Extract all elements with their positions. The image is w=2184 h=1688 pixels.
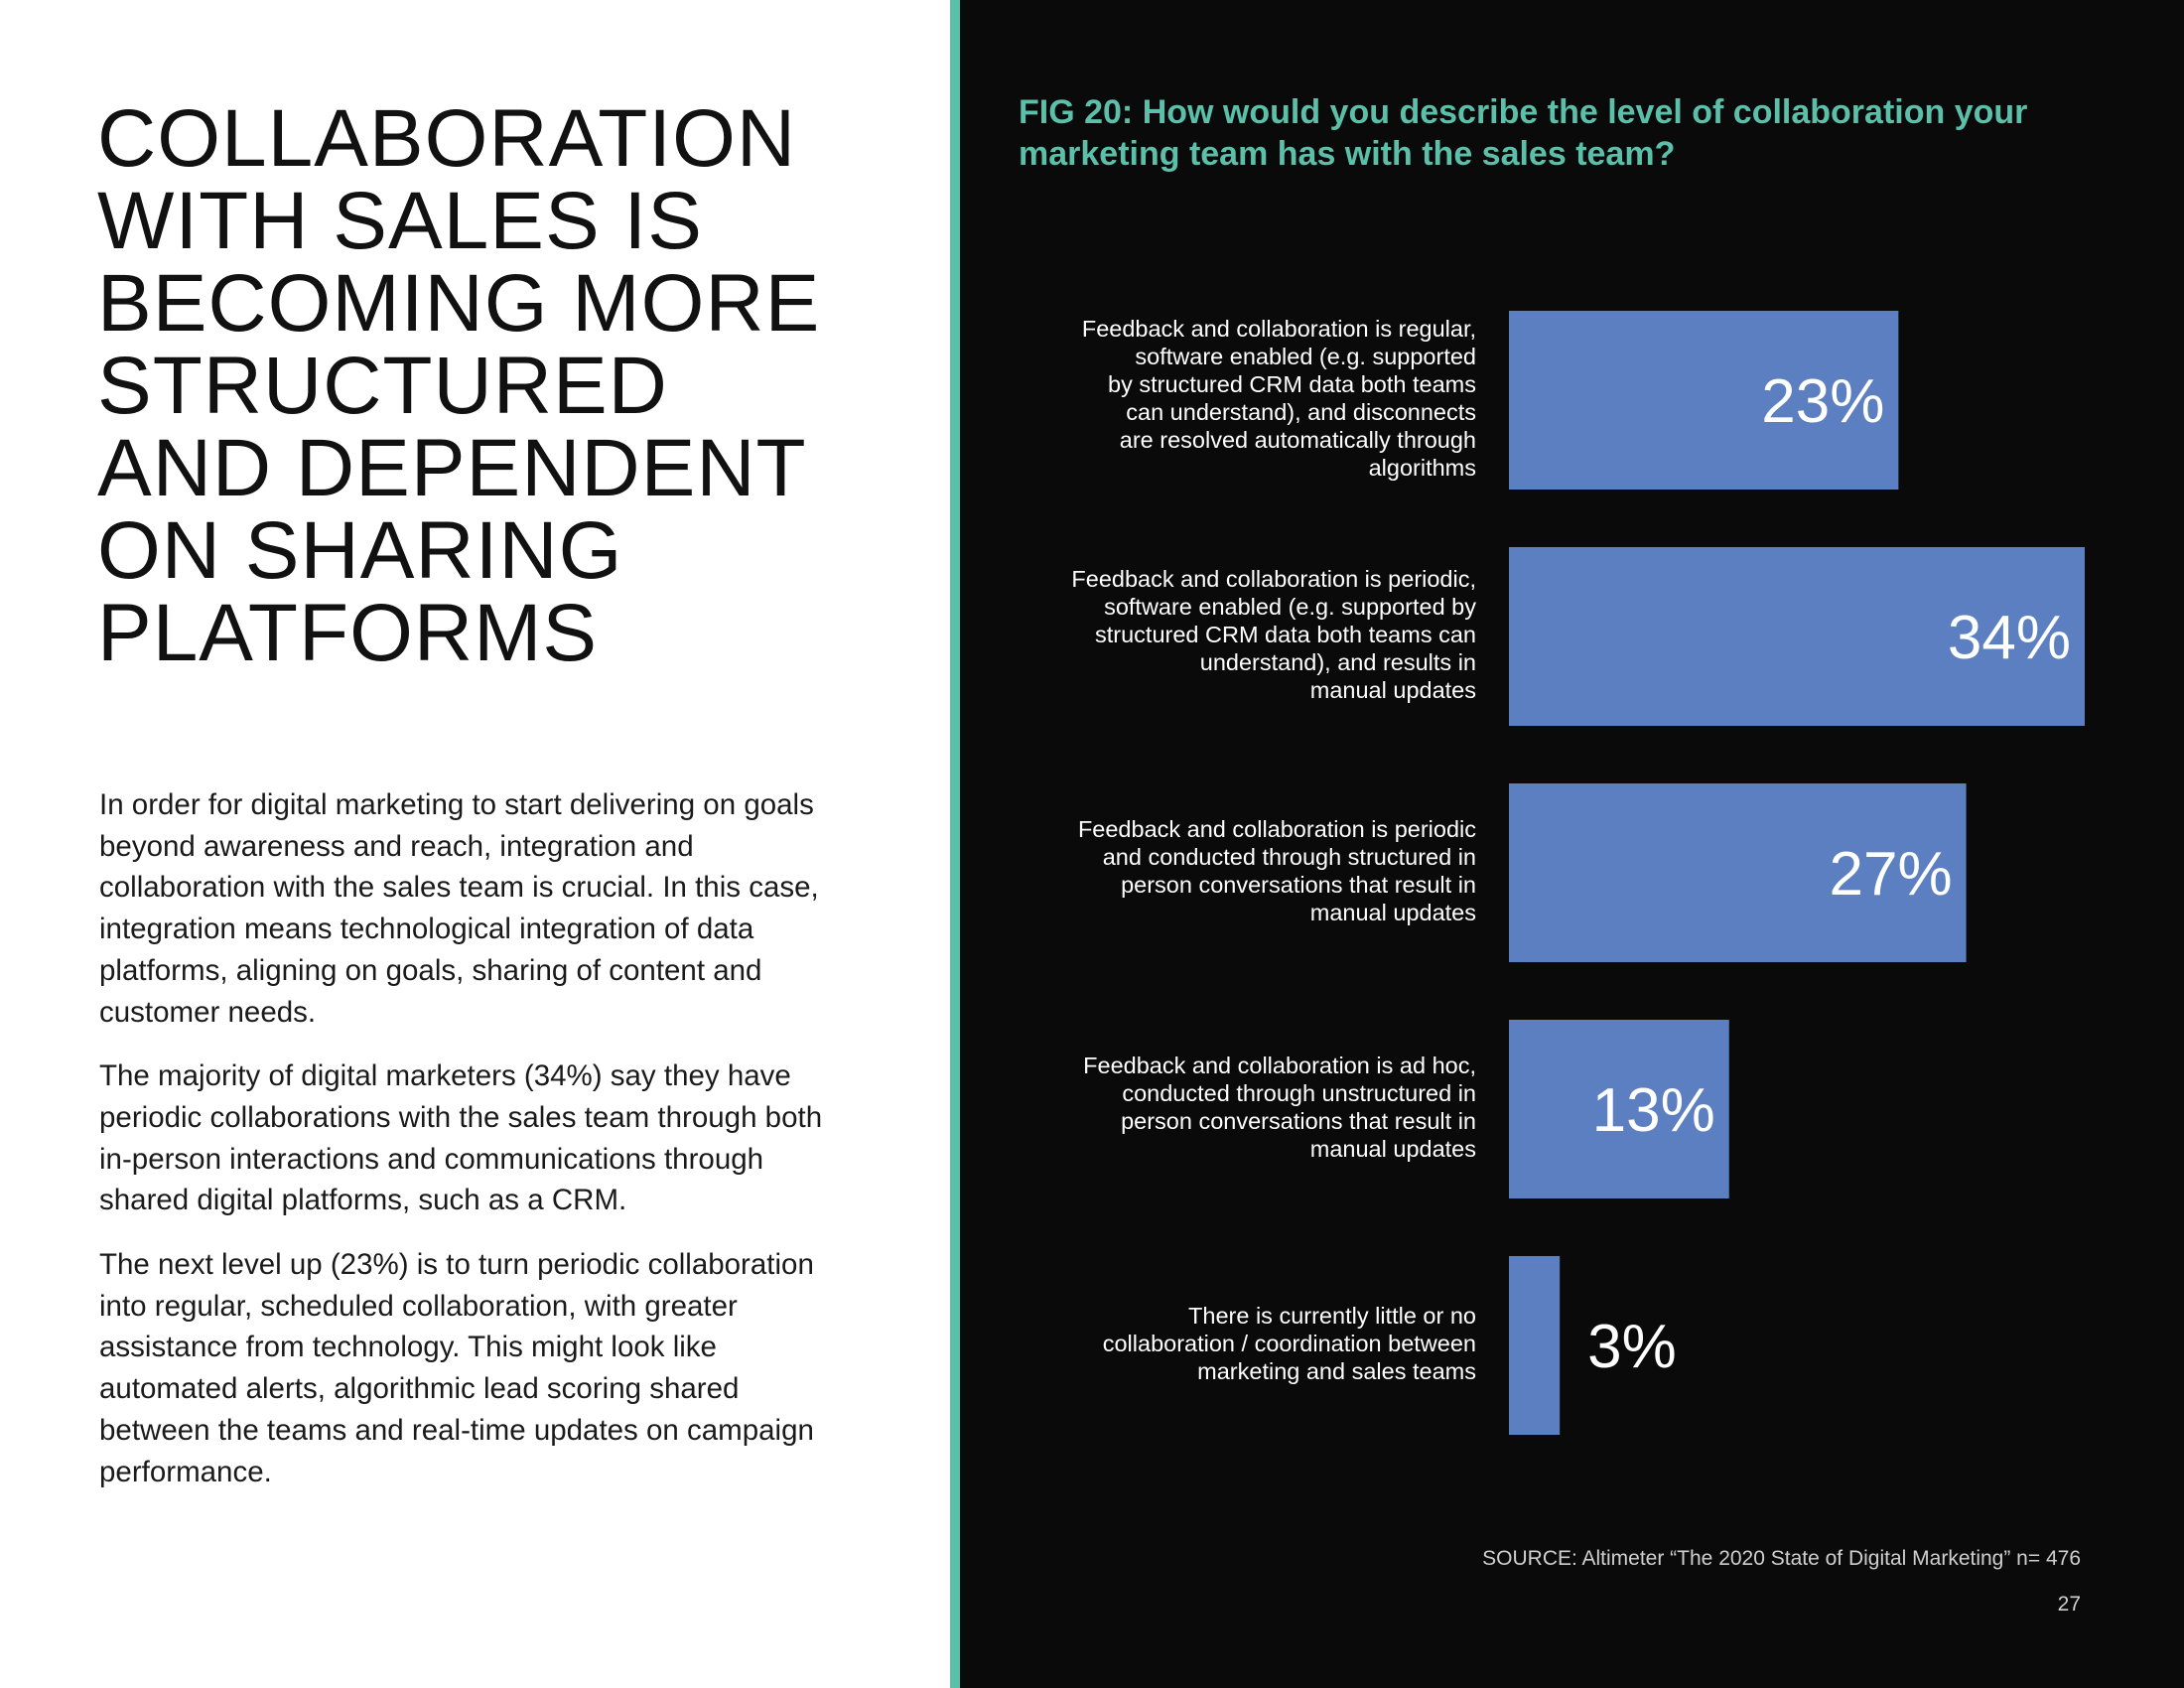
headline-line: STRUCTURED	[97, 341, 668, 431]
bar	[1509, 1256, 1561, 1435]
category-label: Feedback and collaboration is regular, so…	[1082, 316, 1476, 481]
headline-line: WITH SALES IS	[97, 176, 703, 266]
headline-line: BECOMING MORE	[97, 258, 821, 349]
bar	[1509, 783, 1967, 962]
text-panel: COLLABORATION WITH SALES IS BECOMING MOR…	[0, 0, 950, 1688]
headline-line: ON SHARING	[97, 505, 623, 596]
data-label: 23%	[1761, 367, 1884, 436]
body-copy: In order for digital marketing to start …	[99, 784, 854, 1515]
data-label: 34%	[1948, 604, 2071, 672]
category-label: Feedback and collaboration is periodic, s…	[1071, 566, 1476, 703]
page-number: 27	[2057, 1593, 2081, 1616]
body-paragraph: The next level up (23%) is to turn perio…	[99, 1248, 814, 1488]
accent-divider	[950, 0, 960, 1688]
headline-line: PLATFORMS	[97, 588, 599, 678]
section-headline: COLLABORATION WITH SALES IS BECOMING MOR…	[97, 97, 931, 674]
body-paragraph: In order for digital marketing to start …	[99, 788, 819, 1029]
headline-line: AND DEPENDENT	[97, 423, 807, 513]
bar-chart: 23% Feedback and collaboration is regular…	[1071, 311, 2085, 1435]
category-label: Feedback and collaboration is periodic an…	[1078, 816, 1476, 925]
bar	[1509, 1020, 1729, 1198]
category-label: There is currently little or no collabora…	[1103, 1303, 1476, 1384]
source-note: SOURCE: Altimeter “The 2020 State of Dig…	[1482, 1547, 2081, 1570]
headline-line: COLLABORATION	[97, 93, 797, 184]
figure-title: FIG 20: How would you describe the level…	[1019, 91, 2150, 175]
bar	[1509, 547, 2085, 726]
data-label: 3%	[1587, 1313, 1677, 1381]
category-label: Feedback and collaboration is ad hoc, con…	[1083, 1053, 1476, 1162]
data-label: 13%	[1592, 1076, 1715, 1145]
data-label: 27%	[1829, 840, 1952, 909]
body-paragraph: The majority of digital marketers (34%) …	[99, 1059, 823, 1217]
figure-title-line: marketing team has with the sales team?	[1019, 135, 1676, 173]
bar	[1509, 311, 1899, 490]
figure-title-line: FIG 20: How would you describe the level…	[1019, 93, 2028, 131]
